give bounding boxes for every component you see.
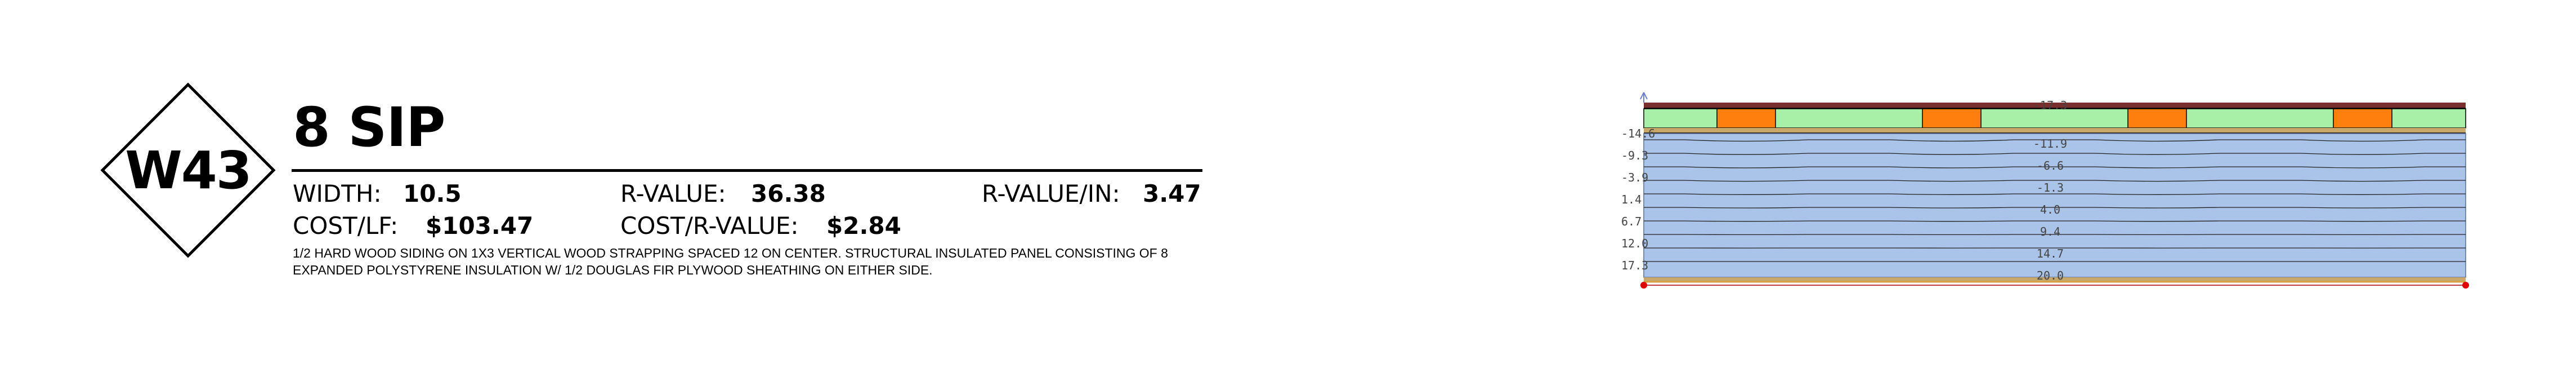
strapping-batten bbox=[2127, 108, 2187, 129]
rvalue-per-inch-value: 3.47 bbox=[1143, 180, 1201, 207]
description-line: 1/2 HARD WOOD SIDING ON 1X3 VERTICAL WOO… bbox=[293, 246, 1168, 260]
temperature-label-center: 9.4 bbox=[2040, 225, 2060, 238]
temperature-label-left: 12.0 bbox=[1621, 237, 1648, 250]
temperature-label-left: -3.9 bbox=[1621, 171, 1648, 184]
siding-layer bbox=[1644, 103, 2466, 108]
cost-lf-value: $103.47 bbox=[426, 212, 534, 240]
cost-r-label: COST/R-VALUE: bbox=[620, 212, 799, 240]
temperature-label-center: 14.7 bbox=[2037, 247, 2064, 260]
temperature-label-center: -17.3 bbox=[2033, 99, 2067, 112]
temperature-label-left: 1.4 bbox=[1621, 193, 1642, 206]
exterior-sheathing-layer bbox=[1644, 128, 2466, 133]
rvalue-per-inch-label: R-VALUE/IN: bbox=[982, 180, 1120, 207]
diamond-icon bbox=[100, 82, 276, 258]
strapping-batten bbox=[1922, 108, 1982, 129]
isotherm-line bbox=[1644, 153, 2466, 155]
eps-insulation-layer bbox=[1643, 133, 2466, 278]
endpoint-marker-right bbox=[2462, 282, 2469, 289]
temperature-label-center: -1.3 bbox=[2037, 181, 2064, 194]
temperature-label-left: 6.7 bbox=[1621, 215, 1642, 228]
width-value: 10.5 bbox=[403, 180, 462, 207]
width-label: WIDTH: bbox=[293, 180, 382, 207]
temperature-label-center: -11.9 bbox=[2033, 137, 2067, 150]
strapping-batten bbox=[1716, 108, 1776, 129]
strapping-batten bbox=[2333, 108, 2392, 129]
endpoint-marker-left bbox=[1640, 282, 1647, 289]
temperature-label-left: -14.6 bbox=[1621, 127, 1655, 140]
temperature-label-left: 17.3 bbox=[1621, 259, 1648, 272]
temperature-label-center: 4.0 bbox=[2040, 203, 2060, 216]
isotherm-line bbox=[1644, 139, 2466, 142]
strapping-cavity-layer bbox=[1643, 108, 2466, 129]
wall-code: W43 bbox=[125, 140, 252, 201]
temperature-label-center: -6.6 bbox=[2037, 159, 2064, 172]
cost-r-value: $2.84 bbox=[826, 212, 901, 240]
temperature-label-center: 20.0 bbox=[2037, 269, 2064, 282]
title-divider bbox=[292, 169, 1202, 172]
temperature-label-left: -9.3 bbox=[1621, 149, 1648, 162]
interior-sheathing-layer bbox=[1644, 277, 2466, 282]
isotherm-line bbox=[1644, 180, 2466, 182]
rvalue-value: 36.38 bbox=[751, 180, 826, 207]
isotherm-line bbox=[1644, 207, 2466, 209]
wall-section-svg: -14.6 -9.3 -3.9 1.4 6.7 12.0 17.3 -17.3 -11.9 -6.… bbox=[1621, 92, 2469, 289]
wall-section-diagram: -14.6 -9.3 -3.9 1.4 6.7 12.0 17.3 -17.3 -11.9 -6.… bbox=[1621, 90, 2477, 293]
arrow-up-icon bbox=[1640, 92, 1648, 103]
wall-code-badge: W43 bbox=[100, 82, 276, 258]
assembly-description: 1/2 HARD WOOD SIDING ON 1X3 VERTICAL WOO… bbox=[293, 245, 1216, 278]
cost-lf-label: COST/LF: bbox=[293, 212, 399, 240]
isotherm-line bbox=[1644, 166, 2466, 169]
assembly-title: 8 SIP bbox=[293, 96, 445, 159]
description-line: EXPANDED POLYSTYRENE INSULATION W/ 1/2 D… bbox=[293, 263, 933, 277]
rvalue-label: R-VALUE: bbox=[620, 180, 726, 207]
